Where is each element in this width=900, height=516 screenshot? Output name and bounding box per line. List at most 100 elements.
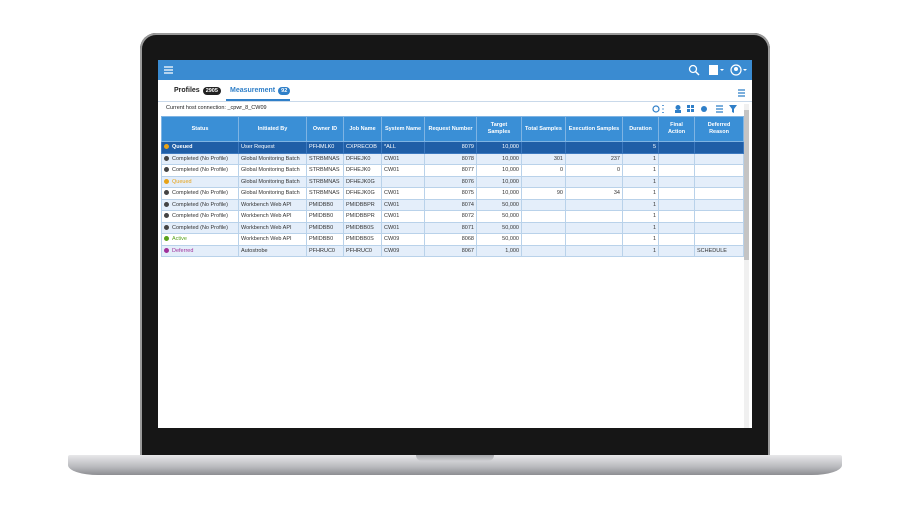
status-icon: [164, 178, 169, 184]
table-row[interactable]: Completed (No Profile) Workbench Web API P…: [161, 210, 744, 223]
list-icon[interactable]: [738, 89, 746, 97]
tab-bar: Profiles 2905 Measurement 92: [158, 80, 752, 102]
table-cell: CW01: [381, 221, 425, 234]
table-cell: Global Monitoring Batch: [238, 164, 307, 177]
table-cell: [658, 164, 695, 177]
refresh-icon[interactable]: [652, 105, 660, 113]
table-cell: PMIDBBPR: [343, 210, 382, 223]
toolbar: [652, 105, 737, 113]
table-cell: 1: [622, 187, 659, 200]
status-text: Queued: [172, 178, 192, 185]
table-cell: [658, 198, 695, 211]
table-row[interactable]: Completed (No Profile) Global Monitoring …: [161, 187, 744, 200]
column-header[interactable]: Deferred Reason: [694, 116, 744, 142]
scrollbar[interactable]: [744, 104, 749, 428]
table-cell: 1: [622, 198, 659, 211]
table-row[interactable]: Queued Global Monitoring Batch STRBMNAS DFH…: [161, 175, 744, 188]
person-icon[interactable]: [675, 105, 681, 110]
table-cell: 8077: [424, 164, 477, 177]
menu-icon[interactable]: [164, 65, 174, 75]
table-cell: 8075: [424, 187, 477, 200]
column-header[interactable]: Request Number: [424, 116, 477, 142]
table-cell: PMIDBB0: [306, 198, 344, 211]
help-icon[interactable]: [708, 64, 724, 76]
table-cell: [565, 210, 623, 223]
table-cell: Global Monitoring Batch: [238, 175, 307, 188]
table-cell: PMIDBBPR: [343, 198, 382, 211]
table-cell: 8071: [424, 221, 477, 234]
table-cell: 10,000: [476, 187, 522, 200]
column-header[interactable]: Owner ID: [306, 116, 344, 142]
grid-icon: [691, 105, 694, 108]
table-cell: 50,000: [476, 198, 522, 211]
table-cell: 1: [622, 210, 659, 223]
table-cell: CW09: [381, 244, 425, 257]
table-cell: User Request: [238, 141, 307, 154]
table-cell: 1: [622, 244, 659, 257]
table-row[interactable]: Deferred Autostrobe PFHRUC0 PFHRUC0 CW09 8067…: [161, 244, 744, 257]
tab[interactable]: Measurement 92: [230, 87, 291, 95]
filter-icon[interactable]: [729, 105, 737, 113]
table-cell: CW01: [381, 152, 425, 165]
settings-icon[interactable]: [701, 106, 707, 112]
table-cell: [521, 210, 566, 223]
table-cell: 10,000: [476, 175, 522, 188]
user-icon[interactable]: [730, 64, 748, 76]
status-text: Queued: [172, 144, 193, 151]
table-cell: 1,000: [476, 244, 522, 257]
table-cell: 50,000: [476, 221, 522, 234]
table-cell: [565, 244, 623, 257]
column-header[interactable]: Final Action: [658, 116, 695, 142]
column-header[interactable]: System Name: [381, 116, 425, 142]
table-cell: STRBMNAS: [306, 152, 344, 165]
table-cell: [521, 233, 566, 246]
table-cell: PFHRUC0: [343, 244, 382, 257]
table-cell: Global Monitoring Batch: [238, 187, 307, 200]
table-cell: [658, 152, 695, 165]
column-header[interactable]: Status: [161, 116, 239, 142]
table-cell: 8074: [424, 198, 477, 211]
status-cell: Completed (No Profile): [161, 198, 239, 211]
table-cell: STRBMNAS: [306, 164, 344, 177]
tab[interactable]: Profiles 2905: [174, 87, 221, 95]
table-cell: CW01: [381, 198, 425, 211]
table-cell: CW01: [381, 187, 425, 200]
table-cell: [658, 187, 695, 200]
column-header[interactable]: Job Name: [343, 116, 382, 142]
table-row[interactable]: Completed (No Profile) Workbench Web API P…: [161, 198, 744, 211]
table-row[interactable]: Active Workbench Web API PMIDBB0 PMIDBB0S CW…: [161, 233, 744, 246]
screen: Profiles 2905 Measurement 92 Current host …: [158, 60, 752, 428]
table-cell: [694, 187, 744, 200]
top-bar: [158, 60, 752, 80]
table-cell: SCHEDULE: [694, 244, 744, 257]
table-cell: [565, 175, 623, 188]
scrollbar-thumb[interactable]: [744, 110, 749, 260]
table-cell: DFHEJK0: [343, 164, 382, 177]
status-cell: Completed (No Profile): [161, 187, 239, 200]
table-cell: 10,000: [476, 164, 522, 177]
table-row[interactable]: Completed (No Profile) Workbench Web API P…: [161, 221, 744, 234]
table-cell: [658, 175, 695, 188]
status-icon: [164, 144, 169, 150]
tab-label: Profiles: [174, 87, 200, 94]
table-cell: Autostrobe: [238, 244, 307, 257]
table-row[interactable]: Completed (No Profile) Global Monitoring …: [161, 164, 744, 177]
column-header[interactable]: Duration: [622, 116, 659, 142]
table-row[interactable]: Queued User Request PFHMLK0 CXPRECOB *ALL 807…: [161, 141, 744, 154]
column-header[interactable]: Initiated By: [238, 116, 307, 142]
table-cell: 0: [565, 164, 623, 177]
column-header[interactable]: Execution Samples: [565, 116, 623, 142]
column-header[interactable]: Total Samples: [521, 116, 566, 142]
status-cell: Completed (No Profile): [161, 164, 239, 177]
search-icon[interactable]: [688, 64, 700, 76]
table-cell: Global Monitoring Batch: [238, 152, 307, 165]
table-cell: [694, 175, 744, 188]
grid-icon[interactable]: [687, 105, 690, 108]
table-row[interactable]: Completed (No Profile) Global Monitoring …: [161, 152, 744, 165]
columns-icon[interactable]: [716, 105, 723, 113]
column-header[interactable]: Target Samples: [476, 116, 522, 142]
table-cell: [658, 221, 695, 234]
tab-badge: 92: [278, 87, 291, 95]
